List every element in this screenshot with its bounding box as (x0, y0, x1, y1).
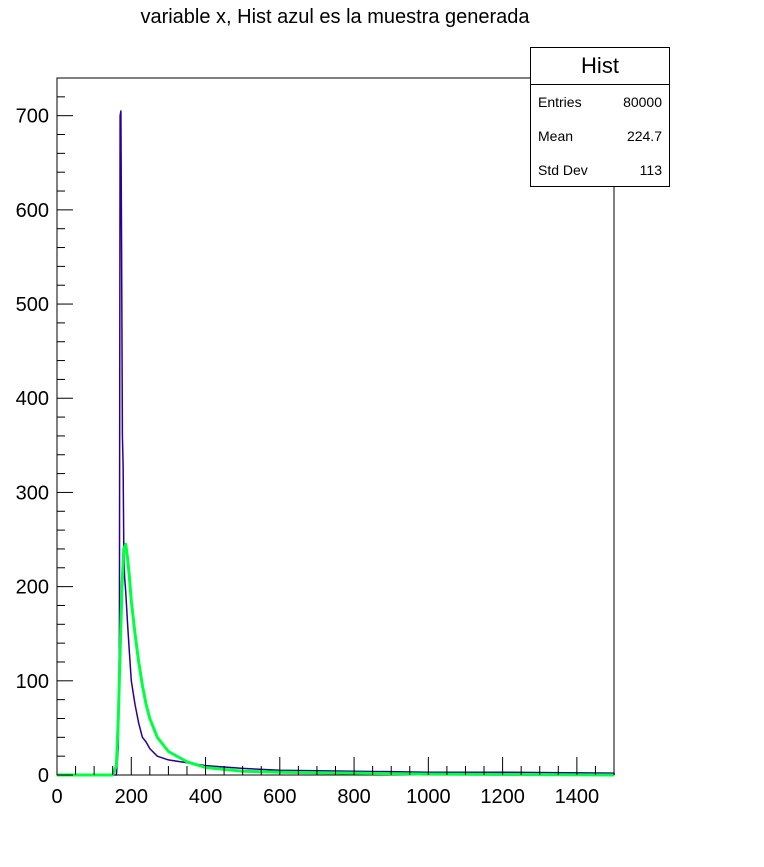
y-tick-label: 400 (16, 388, 49, 410)
x-tick-label: 200 (115, 786, 148, 808)
y-tick-label: 600 (16, 200, 49, 222)
x-tick-label: 800 (337, 786, 370, 808)
y-tick-label: 700 (16, 106, 49, 128)
x-tick-label: 600 (263, 786, 296, 808)
x-tick-label: 1400 (555, 786, 600, 808)
stat-row-stddev: Std Dev 113 (531, 153, 669, 187)
stat-row-mean: Mean 224.7 (531, 119, 669, 153)
histogram-series-2 (57, 544, 614, 775)
stats-title: Hist (531, 48, 669, 85)
stat-value: 224.7 (627, 128, 662, 144)
x-tick-label: 1000 (406, 786, 451, 808)
x-tick-label: 1200 (480, 786, 525, 808)
stat-value: 113 (640, 162, 662, 178)
stat-value: 80000 (623, 94, 662, 110)
y-tick-label: 0 (38, 765, 49, 787)
stats-box: Hist Entries 80000 Mean 224.7 Std Dev 11… (530, 47, 670, 187)
stat-label: Mean (538, 128, 573, 144)
stat-row-entries: Entries 80000 (531, 85, 669, 119)
y-tick-label: 500 (16, 294, 49, 316)
stat-label: Std Dev (538, 162, 588, 178)
x-tick-label: 0 (51, 786, 62, 808)
y-tick-label: 200 (16, 577, 49, 599)
y-tick-label: 300 (16, 482, 49, 504)
y-tick-label: 100 (16, 671, 49, 693)
stat-label: Entries (538, 94, 582, 110)
x-tick-label: 400 (189, 786, 222, 808)
